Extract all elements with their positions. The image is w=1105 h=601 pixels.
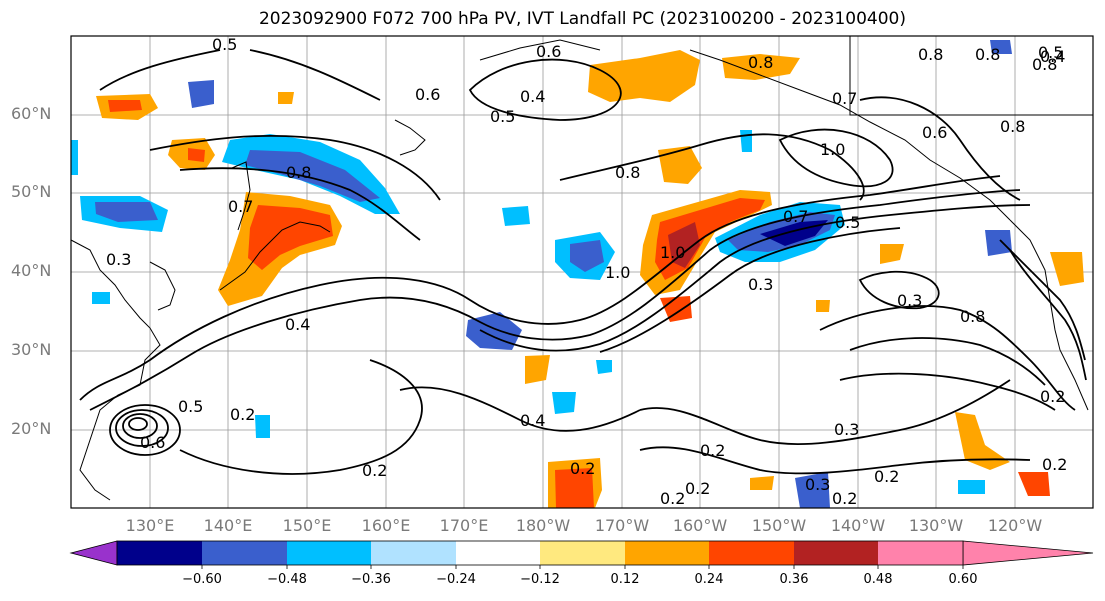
contour-label: 0.2 xyxy=(230,405,255,424)
lon-label: 160°W xyxy=(672,516,728,535)
jet-contour-1 xyxy=(79,175,1001,401)
contour-label: 0.2 xyxy=(700,441,725,460)
colorbar-tick-label: −0.36 xyxy=(351,572,391,587)
lon-label: 170°E xyxy=(439,516,489,535)
jet-contour-4 xyxy=(599,227,901,353)
contour-label: 0.7 xyxy=(783,207,808,226)
colorbar-segment xyxy=(202,541,287,565)
contour-label: 0.3 xyxy=(897,291,922,310)
lon-label: 170°W xyxy=(594,516,650,535)
colorbar-tick-label: −0.60 xyxy=(182,572,222,587)
positive-anomaly-alaska xyxy=(588,50,700,102)
contour-label: 0.5 xyxy=(1038,43,1063,62)
colorbar-extend-high xyxy=(962,540,1094,566)
contour-label: 0.8 xyxy=(748,53,773,72)
lon-label: 130°E xyxy=(125,516,175,535)
contour-label: 0.8 xyxy=(1032,55,1057,74)
contour-label: 0.8 xyxy=(615,163,640,182)
contour-label: 0.8 xyxy=(286,163,311,182)
lon-label: 140°W xyxy=(830,516,886,535)
colorbar-tick-label: −0.24 xyxy=(436,572,476,587)
contour-label: 0.3 xyxy=(805,475,830,494)
contour-label: 0.2 xyxy=(570,459,595,478)
contour-label: 0.7 xyxy=(832,89,857,108)
colorbar-tick-label: 0.48 xyxy=(863,572,893,587)
contour-label: 0.8 xyxy=(960,307,985,326)
jet-contour-3 xyxy=(479,204,1031,352)
contour-labels: 0.5 0.6 0.7 0.8 0.4 0.5 0.6 0.8 0.8 0.7 … xyxy=(106,35,1067,508)
contour-label: 0.2 xyxy=(1042,455,1067,474)
lat-label-20n: 20°N xyxy=(11,419,52,438)
contour-label: 1.0 xyxy=(820,140,845,159)
lat-label-50n: 50°N xyxy=(11,182,52,201)
contour-label: 0.5 xyxy=(178,397,203,416)
colorbar-segment xyxy=(709,541,794,565)
colorbar-segment xyxy=(371,541,456,565)
contour-label: 0.2 xyxy=(362,461,387,480)
colorbar-tick-label: 0.24 xyxy=(694,572,724,587)
colorbar-segment xyxy=(287,541,371,565)
contour-label: 0.5 xyxy=(212,35,237,54)
colorbar-segment xyxy=(794,541,878,565)
contour-label: 1.0 xyxy=(605,263,630,282)
lat-label-30n: 30°N xyxy=(11,340,52,359)
contour-label: 0.2 xyxy=(874,467,899,486)
contour-label: 0.8 xyxy=(975,45,1000,64)
map-border xyxy=(70,35,1094,509)
colorbar-tick-label: −0.12 xyxy=(520,572,560,587)
lon-label: 180°W xyxy=(515,516,571,535)
contour-label: 0.3 xyxy=(748,275,773,294)
contour-label: 0.4 xyxy=(285,315,310,334)
contour-label: 0.6 xyxy=(536,42,561,61)
colorbar-segment xyxy=(878,541,963,565)
contour-label: 0.2 xyxy=(685,479,710,498)
contour-label: 0.6 xyxy=(140,433,165,452)
contour-label: 0.8 xyxy=(918,45,943,64)
contour-label: 0.2 xyxy=(660,489,685,508)
lat-label-40n: 40°N xyxy=(11,261,52,280)
lon-label: 160°E xyxy=(361,516,411,535)
lon-label: 150°W xyxy=(751,516,807,535)
colorbar-tick-label: 0.60 xyxy=(948,572,978,587)
contour-label: 0.4 xyxy=(520,87,545,106)
colorbar-extend-low xyxy=(69,540,118,566)
colorbar-segment xyxy=(625,541,709,565)
contour-label: 1.0 xyxy=(660,243,685,262)
colorbar-segment xyxy=(456,541,540,565)
contour-label: 0.5 xyxy=(490,107,515,126)
ivt-pc-shading xyxy=(71,40,1084,508)
lat-label-60n: 60°N xyxy=(11,104,52,123)
contour-label: 0.2 xyxy=(832,489,857,508)
pv-contours xyxy=(79,49,1087,475)
lon-label: 120°W xyxy=(987,516,1043,535)
colorbar-tick-label: −0.48 xyxy=(267,572,307,587)
lon-label: 140°E xyxy=(203,516,253,535)
contour-label: 0.4 xyxy=(520,411,545,430)
contour-label: 0.4 xyxy=(1040,47,1065,66)
lon-label: 150°E xyxy=(282,516,332,535)
colorbar-segment xyxy=(540,541,625,565)
map-title: 2023092900 F072 700 hPa PV, IVT Landfall… xyxy=(258,9,906,29)
coastlines xyxy=(71,36,1093,501)
contour-label: 0.2 xyxy=(1040,387,1065,406)
contour-label: 0.5 xyxy=(835,213,860,232)
colorbar-segment xyxy=(117,541,202,565)
colorbar-tick-label: 0.36 xyxy=(779,572,809,587)
colorbar-tick-label: 0.12 xyxy=(610,572,640,587)
jet-contour-2 xyxy=(89,189,1021,411)
contour-label: 0.7 xyxy=(228,197,253,216)
contour-label: 0.6 xyxy=(922,123,947,142)
lon-label: 130°W xyxy=(908,516,964,535)
contour-label: 0.3 xyxy=(834,420,859,439)
colorbar xyxy=(69,540,1094,569)
contour-label: 0.3 xyxy=(106,250,131,269)
positive-anomaly-japan-core xyxy=(248,205,333,270)
contour-label: 0.6 xyxy=(415,85,440,104)
contour-label: 0.8 xyxy=(1000,117,1025,136)
